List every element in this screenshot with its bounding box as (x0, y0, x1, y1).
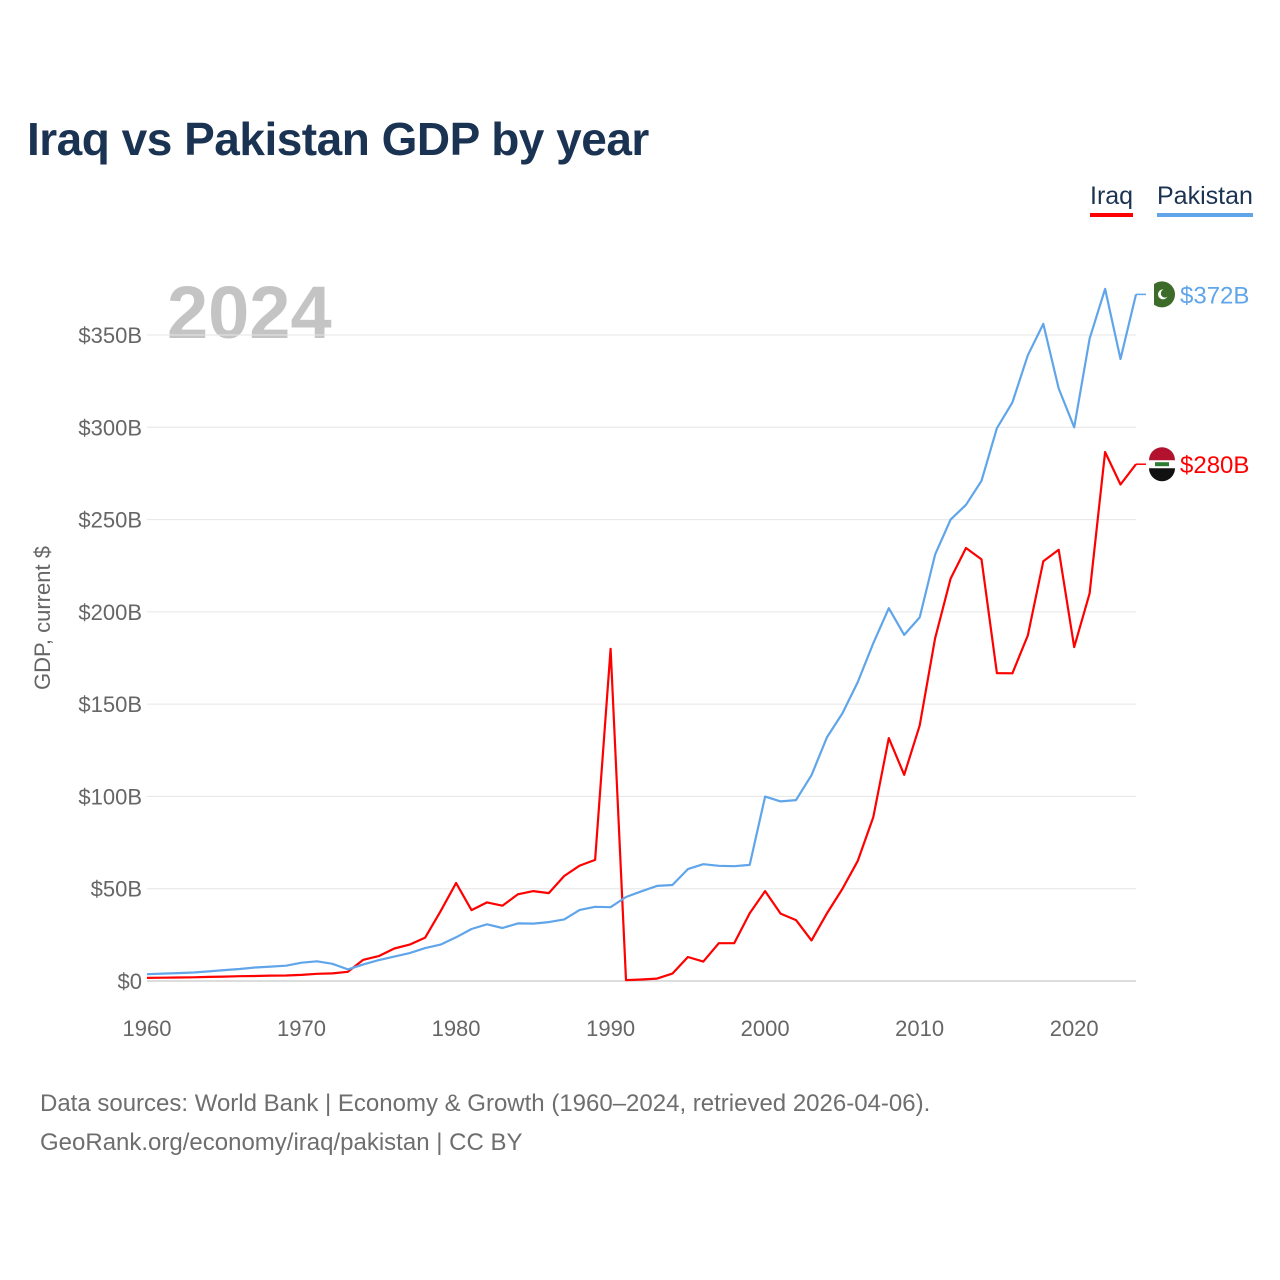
x-tick-label: 1980 (432, 1016, 481, 1041)
x-tick-label: 1970 (277, 1016, 326, 1041)
series-line-iraq (146, 450, 1137, 982)
chart-title: Iraq vs Pakistan GDP by year (27, 113, 649, 165)
x-tick-label: 2000 (741, 1016, 790, 1041)
sources-link[interactable]: GeoRank.org/economy/iraq/pakistan | CC B… (40, 1129, 523, 1156)
x-tick-label: 2010 (895, 1016, 944, 1041)
y-tick-label: $300B (78, 415, 142, 440)
y-axis-label: GDP, current $ (30, 546, 55, 690)
y-tick-label: $50B (91, 877, 142, 902)
legend-iraq[interactable]: Iraq (1090, 182, 1134, 217)
y-tick-label: $350B (78, 323, 142, 348)
series-line-pakistan (146, 287, 1138, 976)
y-tick-label: $150B (78, 692, 142, 717)
year-label: 2024 (167, 271, 332, 354)
iraq-flag-red (1149, 447, 1175, 461)
legend-pakistan[interactable]: Pakistan (1157, 182, 1253, 217)
iraq-flag-black (1149, 468, 1175, 482)
iraq-flag-script (1155, 462, 1169, 467)
end-value-label: $280B (1180, 452, 1249, 479)
y-tick-label: $100B (78, 784, 142, 809)
pakistan-flag-stripe (1149, 281, 1154, 308)
y-tick-label: $200B (78, 600, 142, 625)
end-value-label: $372B (1180, 282, 1249, 309)
sources-note: Data sources: World Bank | Economy & Gro… (40, 1084, 930, 1162)
y-tick-label: $0 (118, 969, 142, 994)
x-tick-label: 2020 (1050, 1016, 1099, 1041)
crescent-icon-cut (1160, 289, 1170, 298)
y-tick-label: $250B (78, 508, 142, 533)
x-tick-label: 1990 (586, 1016, 635, 1041)
x-tick-label: 1960 (123, 1016, 172, 1041)
sources-line: Data sources: World Bank | Economy & Gro… (40, 1090, 931, 1117)
